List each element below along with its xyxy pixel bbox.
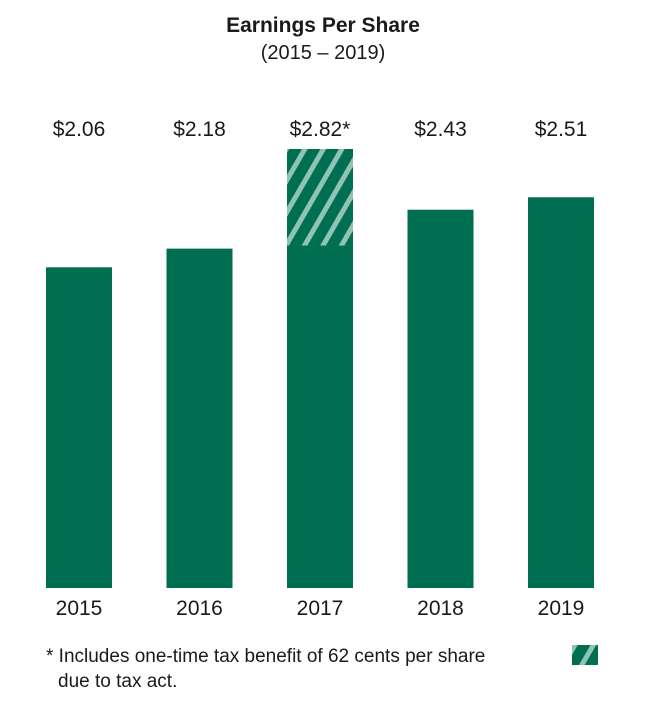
data-label-2017: $2.82* [290, 118, 351, 141]
data-label-2018: $2.43 [414, 118, 467, 141]
data-labels-group: $2.06 $2.18 $2.82* $2.43 $2.51 [53, 118, 588, 141]
hatch-legend-swatch [572, 645, 598, 665]
bars-group [46, 149, 594, 589]
footnote-line-1: * Includes one-time tax benefit of 62 ce… [46, 646, 486, 667]
bar-2017-tax-benefit [287, 149, 353, 246]
bar-2016 [166, 248, 233, 588]
bar-2015 [46, 267, 112, 588]
earnings-bar-chart: $2.06 $2.18 $2.82* $2.43 $2.51 2015 2016 2017 2… [46, 118, 594, 620]
bar-2017 [287, 245, 353, 588]
footnote: * Includes one-time tax benefit of 62 ce… [46, 644, 566, 694]
x-tick-2019: 2019 [538, 597, 585, 620]
x-tick-2015: 2015 [56, 597, 103, 620]
data-label-2015: $2.06 [53, 118, 106, 141]
x-tick-2016: 2016 [176, 597, 223, 620]
bar-2019 [528, 197, 594, 589]
x-tick-2017: 2017 [297, 597, 344, 620]
chart-subtitle: (2015 – 2019) [260, 42, 386, 64]
x-tick-2018: 2018 [417, 597, 464, 620]
data-label-2019: $2.51 [535, 118, 588, 141]
bar-2018 [407, 209, 474, 588]
chart-title: Earnings Per Share [226, 14, 420, 37]
x-tick-labels-group: 2015 2016 2017 2018 2019 [56, 597, 585, 620]
data-label-2016: $2.18 [173, 118, 226, 141]
footnote-line-2: due to tax act. [58, 671, 178, 692]
